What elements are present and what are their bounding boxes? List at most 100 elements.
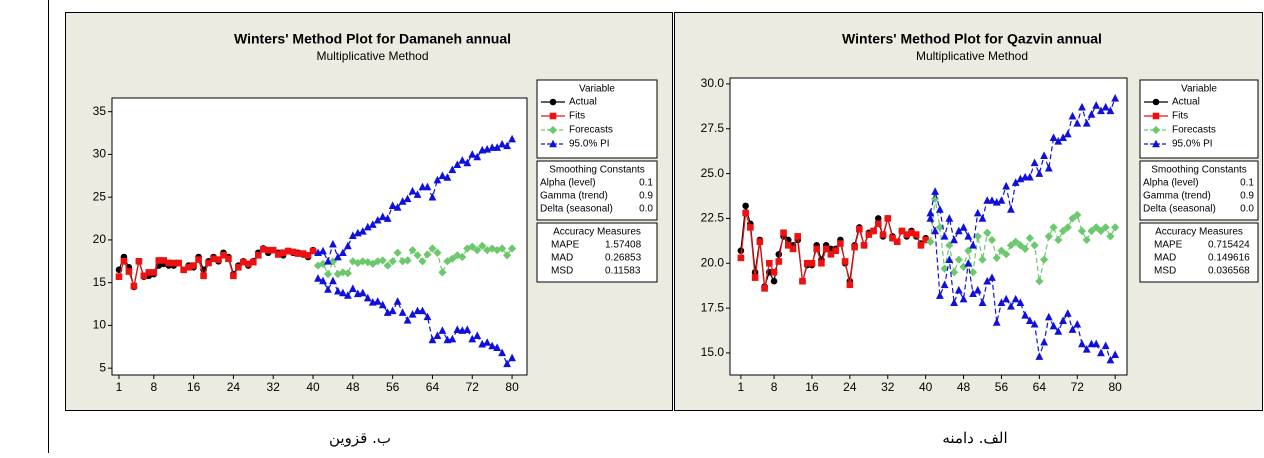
marker-square xyxy=(761,285,768,292)
marker-square xyxy=(898,227,906,235)
marker-diamond xyxy=(1002,250,1011,259)
marker-triangle xyxy=(324,285,332,293)
marker-triangle xyxy=(992,318,1001,326)
marker-square xyxy=(140,272,148,280)
marker-triangle xyxy=(1097,348,1105,357)
accuracy-title: Accuracy Measures xyxy=(553,227,641,238)
marker-triangle xyxy=(398,308,407,316)
marker-square xyxy=(170,259,178,267)
marker-triangle xyxy=(1059,316,1067,324)
marker-triangle xyxy=(1025,172,1034,181)
marker-square xyxy=(922,236,929,244)
legend-label: 95.0% PI xyxy=(569,139,610,150)
marker-triangle xyxy=(1054,137,1063,145)
marker-square xyxy=(269,246,277,254)
marker-square xyxy=(230,272,237,280)
marker-triangle xyxy=(950,235,958,244)
marker-triangle xyxy=(1049,321,1058,330)
marker-diamond xyxy=(323,270,333,279)
marker-triangle xyxy=(1035,352,1044,360)
marker-square xyxy=(893,238,901,246)
marker-diamond xyxy=(453,251,462,260)
marker-diamond xyxy=(959,262,968,271)
marker-square xyxy=(150,269,158,276)
smoothing-title: Smoothing Constants xyxy=(1151,165,1247,176)
marker-circle xyxy=(775,250,783,258)
smoothing-value: 0.1 xyxy=(639,178,653,189)
marker-triangle xyxy=(363,222,372,231)
marker-triangle xyxy=(473,152,482,161)
marker-square xyxy=(185,263,192,271)
accuracy-label: MAD xyxy=(551,253,573,264)
smoothing-value: 0.1 xyxy=(1240,178,1254,189)
marker-triangle xyxy=(1016,298,1025,307)
marker-diamond xyxy=(1082,235,1091,245)
marker-triangle xyxy=(983,276,992,285)
x-tick-label: 24 xyxy=(227,380,241,394)
marker-triangle xyxy=(388,306,397,315)
marker-square xyxy=(742,209,749,217)
marker-triangle xyxy=(1082,119,1091,127)
marker-square xyxy=(245,260,252,268)
marker-diamond xyxy=(1106,232,1115,241)
marker-triangle xyxy=(378,212,387,221)
marker-triangle xyxy=(408,309,417,318)
marker-square xyxy=(803,259,811,267)
marker-triangle xyxy=(393,203,402,211)
marker-diamond xyxy=(978,255,987,264)
marker-triangle xyxy=(1021,310,1030,319)
marker-triangle xyxy=(403,315,412,324)
x-tick-label: 8 xyxy=(150,380,157,394)
series-line xyxy=(317,245,513,276)
marker-circle xyxy=(737,247,745,255)
marker-diamond xyxy=(443,257,452,266)
accuracy-label: MAPE xyxy=(1154,240,1183,251)
marker-diamond xyxy=(973,232,982,241)
y-tick-label: 30.0 xyxy=(701,76,725,90)
y-tick-label: 20.0 xyxy=(701,255,725,269)
marker-triangle xyxy=(508,353,516,362)
marker-triangle xyxy=(1007,302,1015,310)
marker-triangle xyxy=(1040,151,1048,159)
marker-triangle xyxy=(950,298,958,307)
marker-triangle xyxy=(329,276,337,285)
y-tick-label: 15.0 xyxy=(701,345,725,359)
marker-diamond xyxy=(1006,241,1016,250)
marker-triangle xyxy=(931,226,940,235)
marker-diamond xyxy=(413,251,422,260)
x-tick-label: 24 xyxy=(843,380,857,394)
marker-triangle xyxy=(438,171,447,180)
marker-triangle xyxy=(1111,350,1120,359)
y-tick-label: 22.5 xyxy=(701,211,725,225)
marker-triangle xyxy=(448,334,457,343)
marker-square xyxy=(846,281,854,289)
marker-diamond xyxy=(493,246,502,255)
marker-square xyxy=(145,269,153,276)
marker-triangle xyxy=(1092,101,1101,109)
marker-triangle xyxy=(338,248,347,257)
caption: الف. دامنه xyxy=(942,429,1007,447)
marker-triangle xyxy=(549,139,557,148)
marker-square xyxy=(841,258,849,265)
marker-triangle xyxy=(940,280,949,289)
x-tick-label: 72 xyxy=(466,380,480,394)
marker-triangle xyxy=(334,252,342,261)
marker-diamond xyxy=(388,257,397,266)
x-tick-label: 80 xyxy=(505,380,519,394)
marker-triangle xyxy=(383,214,392,222)
marker-triangle xyxy=(348,231,357,239)
marker-triangle xyxy=(1035,169,1044,177)
marker-square xyxy=(180,266,187,274)
marker-triangle xyxy=(368,220,377,228)
marker-triangle xyxy=(493,143,502,151)
marker-diamond xyxy=(1021,244,1030,254)
marker-triangle xyxy=(463,158,472,167)
marker-diamond xyxy=(1096,226,1106,236)
marker-square xyxy=(165,259,173,267)
series-line xyxy=(929,198,1116,282)
marker-triangle xyxy=(403,194,412,203)
marker-triangle xyxy=(433,175,442,184)
marker-triangle xyxy=(433,331,442,339)
marker-triangle xyxy=(926,208,935,217)
marker-triangle xyxy=(453,160,462,168)
